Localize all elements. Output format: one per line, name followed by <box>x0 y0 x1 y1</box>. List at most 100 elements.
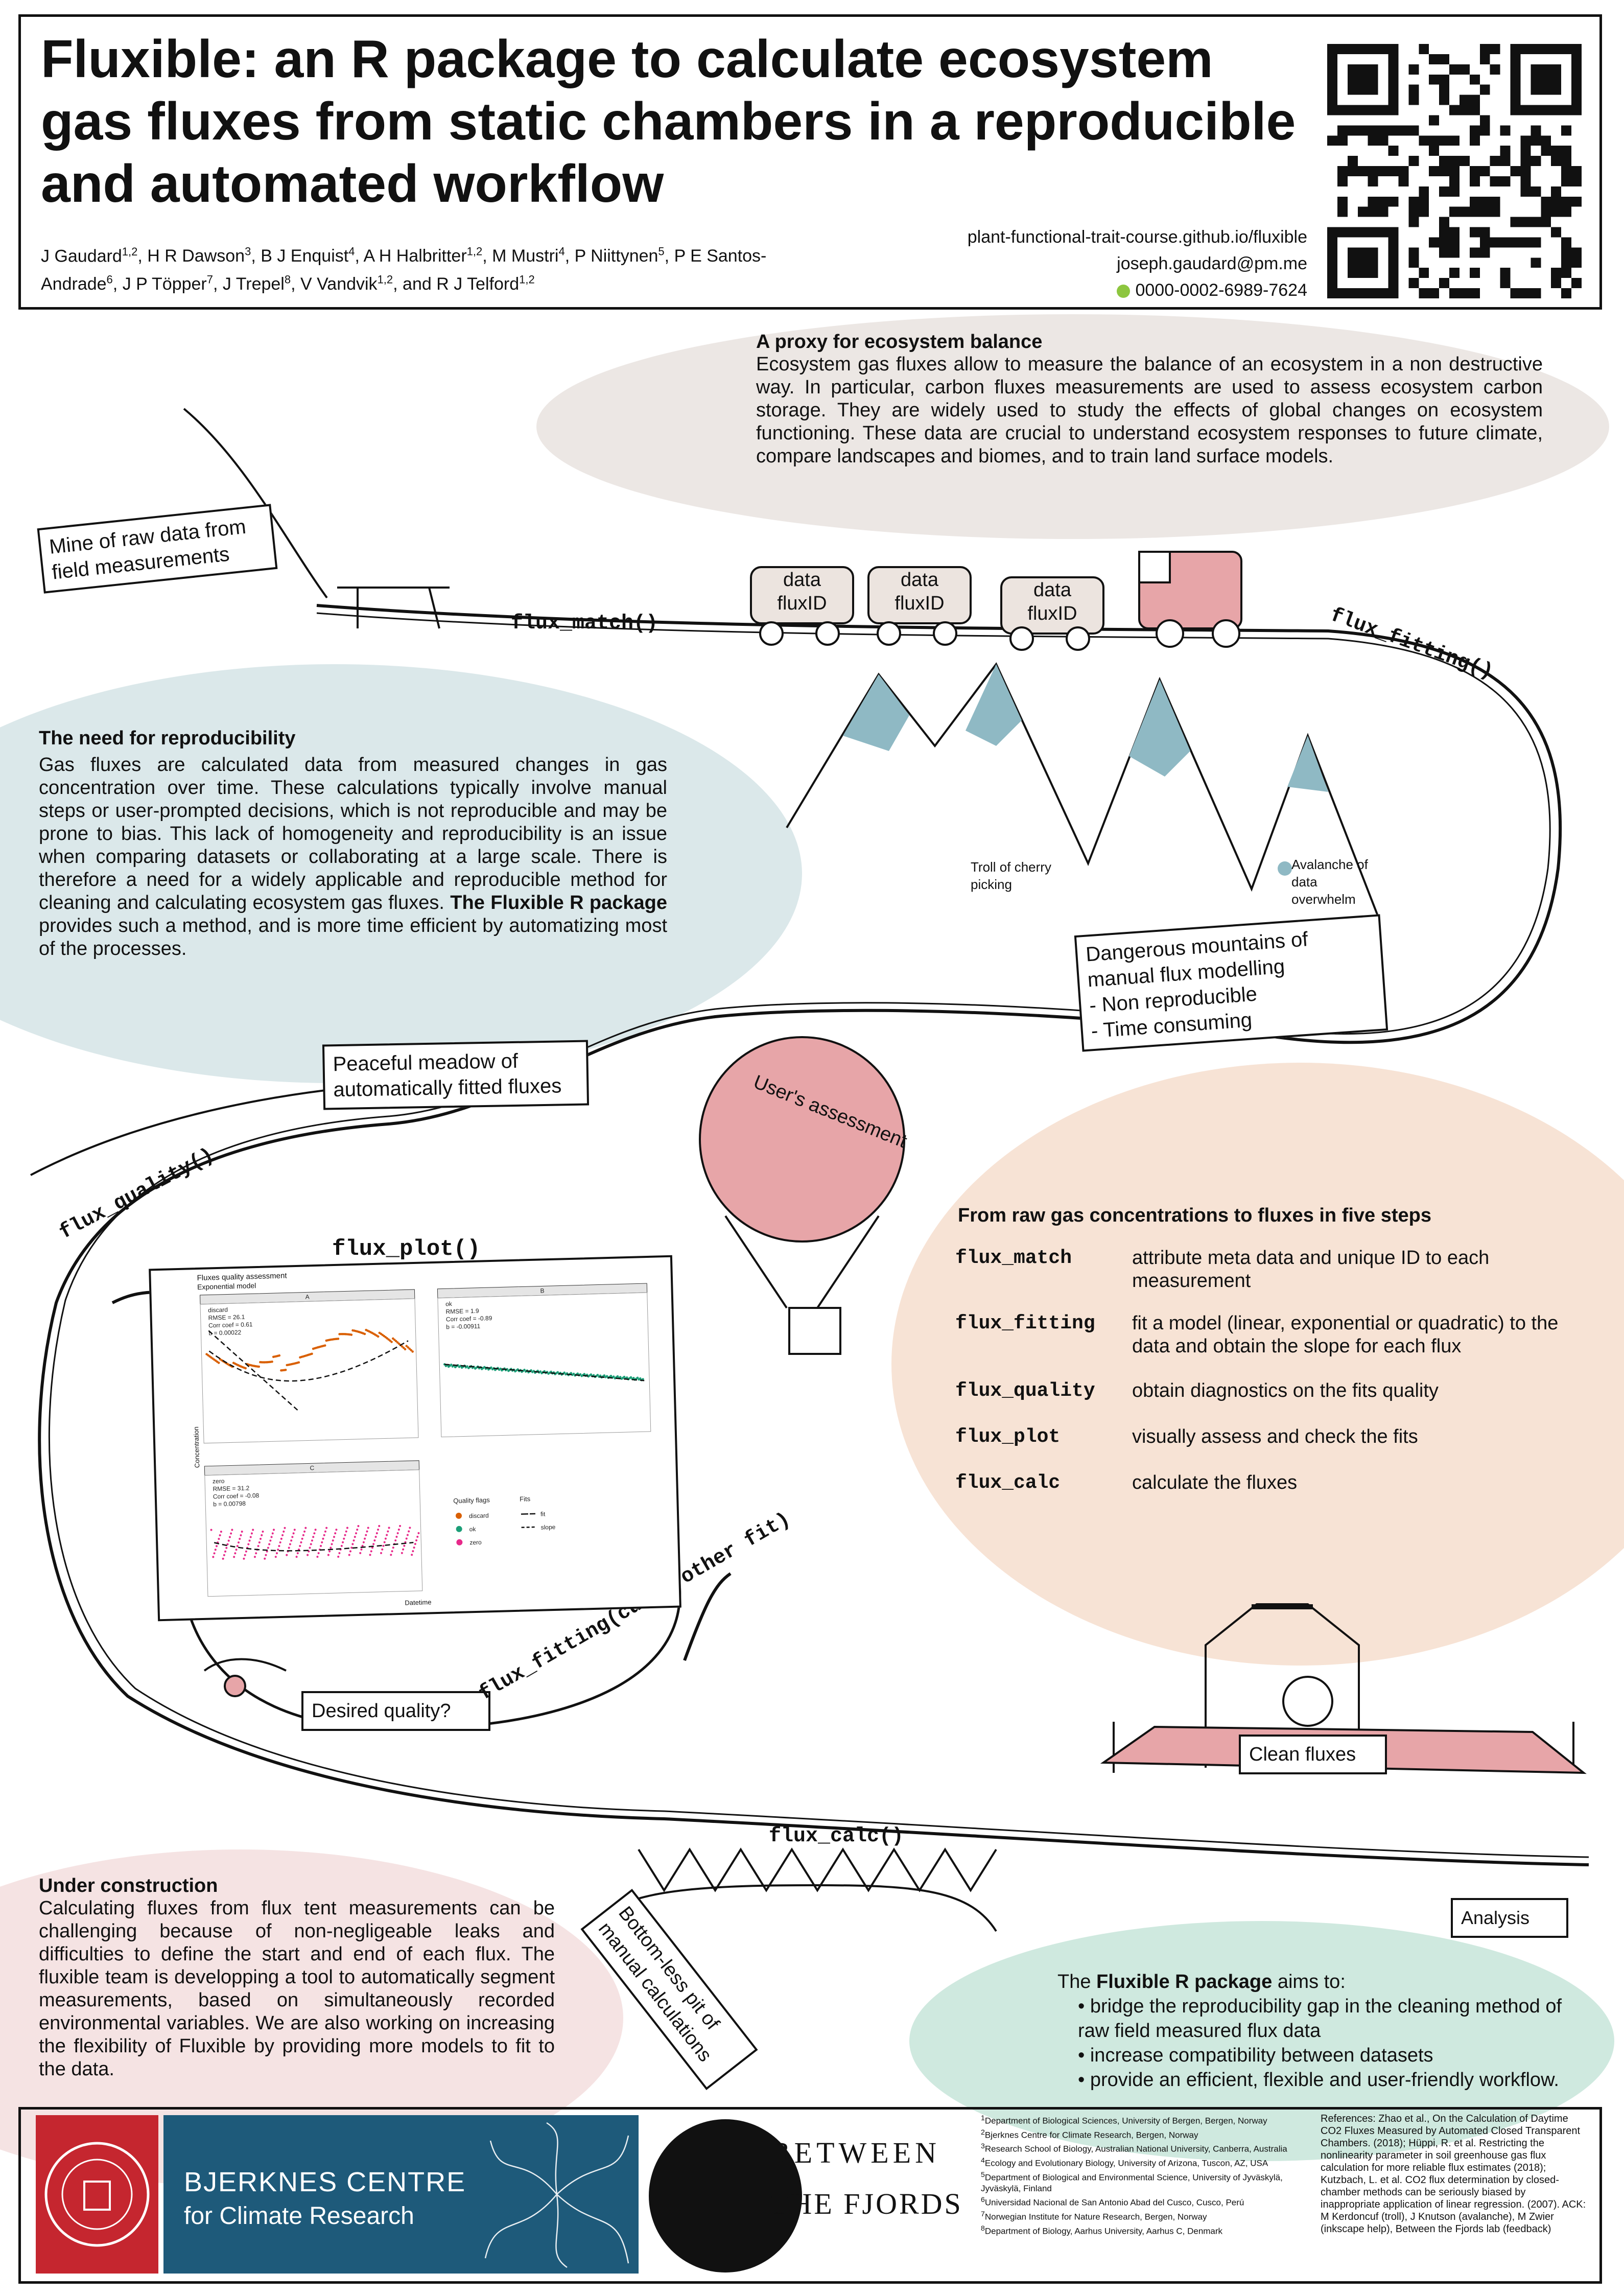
data-point <box>603 1374 606 1377</box>
data-point <box>260 1537 262 1540</box>
swirl-icon <box>484 2122 629 2268</box>
email-link[interactable]: joseph.gaudard@pm.me <box>1117 254 1307 273</box>
data-point <box>596 1374 599 1376</box>
panel-area <box>200 1298 419 1444</box>
data-point <box>414 1543 416 1545</box>
step-description: visually assess and check the fits <box>1132 1426 1418 1447</box>
data-point <box>325 1527 328 1529</box>
poster-title: Fluxible: an R package to calculate ecos… <box>41 30 1296 214</box>
author-list: J Gaudard1,2, H R Dawson3, B J Enquist4,… <box>41 245 767 294</box>
data-point <box>230 1532 232 1535</box>
data-point <box>590 1373 593 1376</box>
panel-rmse: RMSE = 1.9 <box>445 1307 479 1316</box>
author-first: J Gaudard <box>41 246 122 266</box>
data-point <box>407 1346 410 1349</box>
data-point <box>257 1545 260 1548</box>
data-point <box>314 1529 317 1531</box>
data-point <box>291 1536 294 1538</box>
panel-id: B <box>540 1287 544 1294</box>
data-point <box>217 1362 220 1364</box>
panel-b: b = -0.00911 <box>446 1323 481 1331</box>
step-function: flux_fitting <box>955 1313 1095 1334</box>
data-point <box>295 1556 298 1558</box>
data-point <box>382 1544 385 1547</box>
author-affil-sup: 1,2 <box>377 273 393 286</box>
data-point <box>289 1543 291 1545</box>
data-point <box>231 1529 233 1531</box>
qr-code-icon[interactable] <box>1327 44 1582 298</box>
data-point <box>402 1346 405 1349</box>
author-name: , J P Töpper <box>112 274 207 294</box>
data-point <box>409 1527 411 1529</box>
panel-rmse: RMSE = 26.1 <box>208 1314 245 1322</box>
reproducibility-ellipse <box>0 664 802 1083</box>
data-point <box>395 1536 398 1538</box>
author-name: , P E Santos-Andrade <box>41 246 767 294</box>
data-point <box>616 1375 619 1378</box>
header-box <box>18 14 1602 310</box>
data-point <box>387 1530 389 1533</box>
data-point <box>286 1554 288 1556</box>
data-point <box>323 1534 325 1536</box>
data-point <box>466 1365 468 1368</box>
data-point <box>364 1537 366 1540</box>
legend-label: zero <box>469 1539 482 1547</box>
data-point <box>390 1554 392 1556</box>
data-point <box>266 1550 268 1553</box>
data-point <box>499 1367 502 1370</box>
data-point <box>450 1364 453 1366</box>
author-affil-sup: 8 <box>284 273 291 286</box>
data-point <box>313 1532 316 1535</box>
affiliation-item: 7Norwegian Institute for Nature Research… <box>981 2210 1207 2222</box>
panel-flag: zero <box>213 1478 225 1485</box>
author-affil-sup: 4 <box>558 245 565 258</box>
aims-item: • increase compatibility between dataset… <box>1078 2045 1433 2066</box>
data-point <box>609 1374 613 1377</box>
data-point <box>350 1547 353 1549</box>
proxy-text: Ecosystem gas fluxes allow to measure th… <box>756 354 1543 467</box>
flux-plot-panel: Fluxes quality assessment Exponential mo… <box>149 1255 681 1622</box>
data-point <box>408 1347 411 1350</box>
step-function: flux_calc <box>955 1472 1061 1494</box>
author-affil-sup: 3 <box>245 245 251 258</box>
data-point <box>274 1556 277 1558</box>
data-point <box>367 1527 369 1529</box>
data-point <box>297 1361 300 1364</box>
data-point <box>324 1530 326 1533</box>
data-point <box>212 1556 215 1558</box>
label-flux-plot: flux_plot() <box>332 1236 481 1262</box>
data-point <box>328 1550 331 1553</box>
data-point <box>338 1552 341 1554</box>
author-affil-sup: 6 <box>106 273 113 286</box>
wagon-2: data fluxID <box>895 569 945 614</box>
data-point <box>377 1528 380 1531</box>
data-point <box>563 1371 566 1374</box>
website-link[interactable]: plant-functional-trait-course.github.io/… <box>967 227 1307 247</box>
data-point <box>271 1360 273 1363</box>
troll-label: Troll of cherry picking <box>971 859 1051 892</box>
data-point <box>390 1341 393 1343</box>
data-point <box>612 1375 615 1378</box>
data-point <box>257 1365 261 1368</box>
orcid[interactable]: 0000-0002-6989-7624 <box>968 277 1307 303</box>
data-point <box>253 1556 256 1558</box>
affiliation-item: 5Department of Biological and Environmen… <box>981 2170 1283 2194</box>
data-point <box>572 1372 575 1375</box>
data-point <box>394 1539 397 1542</box>
panel-area <box>437 1292 651 1438</box>
snowcap-3 <box>1129 680 1190 777</box>
data-point <box>383 1541 386 1543</box>
legend-label: ok <box>469 1526 477 1533</box>
data-point <box>304 1527 307 1529</box>
data-point <box>210 1529 213 1531</box>
aims-item: • bridge the reproducibility gap in the … <box>1078 1996 1562 2042</box>
data-point <box>310 1543 312 1545</box>
data-point <box>243 1557 245 1560</box>
data-point <box>265 1554 267 1556</box>
affiliations: 1Department of Biological Sciences, Univ… <box>981 2113 1313 2237</box>
panel-flag: discard <box>208 1306 228 1314</box>
step-function: flux_match <box>955 1247 1072 1269</box>
data-point <box>329 1547 332 1549</box>
author-affil-sup: 4 <box>348 245 355 258</box>
